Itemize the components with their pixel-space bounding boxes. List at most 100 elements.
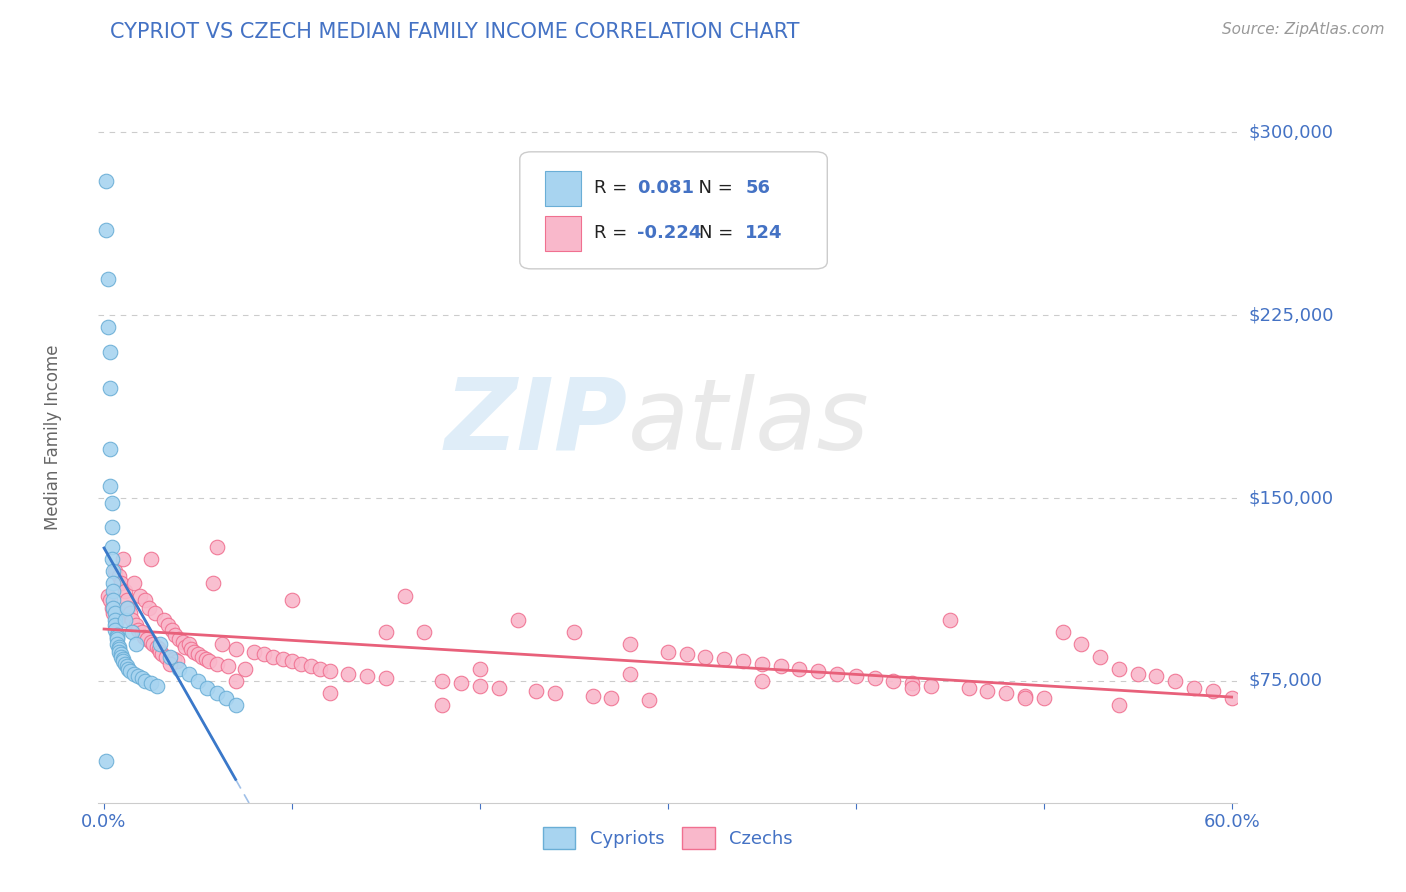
Point (217, 659, 239, 673)
Point (1220, 690, 1243, 705)
Point (98, 381, 121, 395)
Point (103, 564, 125, 578)
Text: atlas: atlas (628, 374, 870, 471)
Point (394, 589, 416, 603)
Point (619, 637, 641, 651)
Point (432, 673, 454, 688)
Point (600, 690, 623, 705)
Point (108, 640, 131, 654)
Point (882, 673, 904, 688)
Point (100, 540, 122, 554)
Point (524, 683, 547, 698)
Point (108, 642, 131, 657)
Text: $75,000: $75,000 (1249, 672, 1323, 690)
Point (205, 657, 228, 671)
Point (938, 613, 960, 627)
Point (488, 681, 510, 696)
Point (125, 637, 148, 651)
Point (197, 681, 219, 696)
Point (120, 664, 142, 678)
Point (281, 593, 304, 607)
Point (375, 672, 398, 686)
Point (172, 635, 194, 649)
Point (131, 672, 153, 686)
Text: 56: 56 (745, 178, 770, 197)
Point (1202, 683, 1225, 698)
Point (138, 600, 160, 615)
Point (100, 600, 122, 615)
Point (957, 681, 980, 696)
Point (104, 564, 127, 578)
Point (111, 654, 134, 668)
Point (98, 479, 121, 493)
Point (807, 664, 830, 678)
Point (128, 589, 150, 603)
Text: Median Family Income: Median Family Income (44, 344, 62, 530)
Point (845, 669, 868, 683)
Bar (546, 171, 581, 206)
Text: -0.224: -0.224 (637, 224, 702, 242)
Point (98, 593, 121, 607)
Point (105, 627, 128, 641)
Text: R =: R = (593, 178, 633, 197)
Point (121, 613, 143, 627)
Point (159, 657, 181, 671)
Point (225, 698, 247, 713)
Point (105, 632, 128, 647)
Text: CYPRIOT VS CZECH MEDIAN FAMILY INCOME CORRELATION CHART: CYPRIOT VS CZECH MEDIAN FAMILY INCOME CO… (110, 22, 799, 42)
Point (114, 583, 136, 598)
Point (1126, 666, 1149, 681)
Point (97, 320, 120, 334)
Point (105, 630, 128, 644)
Point (104, 617, 127, 632)
Point (173, 640, 195, 654)
Point (156, 617, 179, 632)
Point (1014, 689, 1036, 703)
Point (127, 669, 149, 683)
Point (97, 589, 120, 603)
Point (290, 657, 312, 671)
Point (115, 593, 138, 607)
Point (183, 645, 205, 659)
Point (468, 662, 491, 676)
Point (134, 673, 156, 688)
Point (1146, 669, 1168, 683)
Point (131, 625, 153, 640)
Text: Source: ZipAtlas.com: Source: ZipAtlas.com (1222, 22, 1385, 37)
Point (863, 672, 886, 686)
Point (103, 600, 125, 615)
Point (94, 755, 117, 769)
Point (108, 645, 131, 659)
Point (103, 583, 125, 598)
Text: 0.081: 0.081 (637, 178, 695, 197)
Point (94, 174, 117, 188)
Point (142, 637, 165, 651)
Point (337, 666, 360, 681)
Point (657, 645, 679, 659)
Point (225, 642, 247, 657)
Point (103, 593, 125, 607)
Point (104, 613, 127, 627)
Point (105, 613, 128, 627)
Point (1052, 625, 1074, 640)
Text: ZIP: ZIP (444, 374, 628, 471)
Point (94, 223, 117, 237)
Point (111, 652, 134, 666)
Point (205, 686, 228, 700)
Point (111, 552, 134, 566)
Text: 124: 124 (745, 224, 783, 242)
Point (145, 640, 167, 654)
Point (1032, 690, 1054, 705)
Point (582, 689, 605, 703)
Point (103, 576, 125, 591)
Point (179, 642, 201, 657)
Point (155, 649, 177, 664)
Point (215, 690, 238, 705)
Text: $300,000: $300,000 (1249, 123, 1333, 141)
Point (920, 679, 942, 693)
FancyBboxPatch shape (520, 152, 827, 268)
Point (136, 632, 159, 647)
Point (789, 662, 811, 676)
Point (205, 540, 228, 554)
Point (149, 645, 172, 659)
